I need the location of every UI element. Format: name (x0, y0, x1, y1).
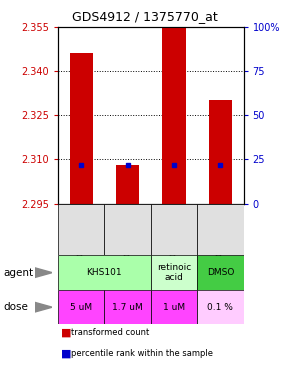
FancyBboxPatch shape (151, 204, 197, 255)
FancyBboxPatch shape (197, 255, 244, 290)
Text: dose: dose (3, 302, 28, 312)
FancyBboxPatch shape (151, 255, 197, 290)
Text: KHS101: KHS101 (87, 268, 122, 277)
FancyBboxPatch shape (58, 204, 104, 255)
Polygon shape (35, 302, 52, 312)
Text: GDS4912 / 1375770_at: GDS4912 / 1375770_at (72, 10, 218, 23)
Text: ■: ■ (61, 348, 71, 358)
FancyBboxPatch shape (104, 204, 151, 255)
FancyBboxPatch shape (104, 290, 151, 324)
FancyBboxPatch shape (58, 290, 104, 324)
Bar (162, 27, 186, 204)
FancyBboxPatch shape (197, 204, 244, 255)
Bar (209, 101, 232, 204)
Text: 5 uM: 5 uM (70, 303, 92, 312)
Text: 1.7 uM: 1.7 uM (112, 303, 143, 312)
Text: 1 uM: 1 uM (163, 303, 185, 312)
FancyBboxPatch shape (151, 290, 197, 324)
Text: DMSO: DMSO (207, 268, 234, 277)
Text: 0.1 %: 0.1 % (207, 303, 233, 312)
FancyBboxPatch shape (58, 255, 151, 290)
Bar (70, 53, 93, 204)
Text: percentile rank within the sample: percentile rank within the sample (71, 349, 213, 358)
Polygon shape (35, 268, 52, 278)
Text: agent: agent (3, 268, 33, 278)
Bar (116, 165, 139, 204)
Text: transformed count: transformed count (71, 328, 149, 337)
Text: retinoic
acid: retinoic acid (157, 263, 191, 282)
FancyBboxPatch shape (197, 290, 244, 324)
Text: ■: ■ (61, 327, 71, 337)
